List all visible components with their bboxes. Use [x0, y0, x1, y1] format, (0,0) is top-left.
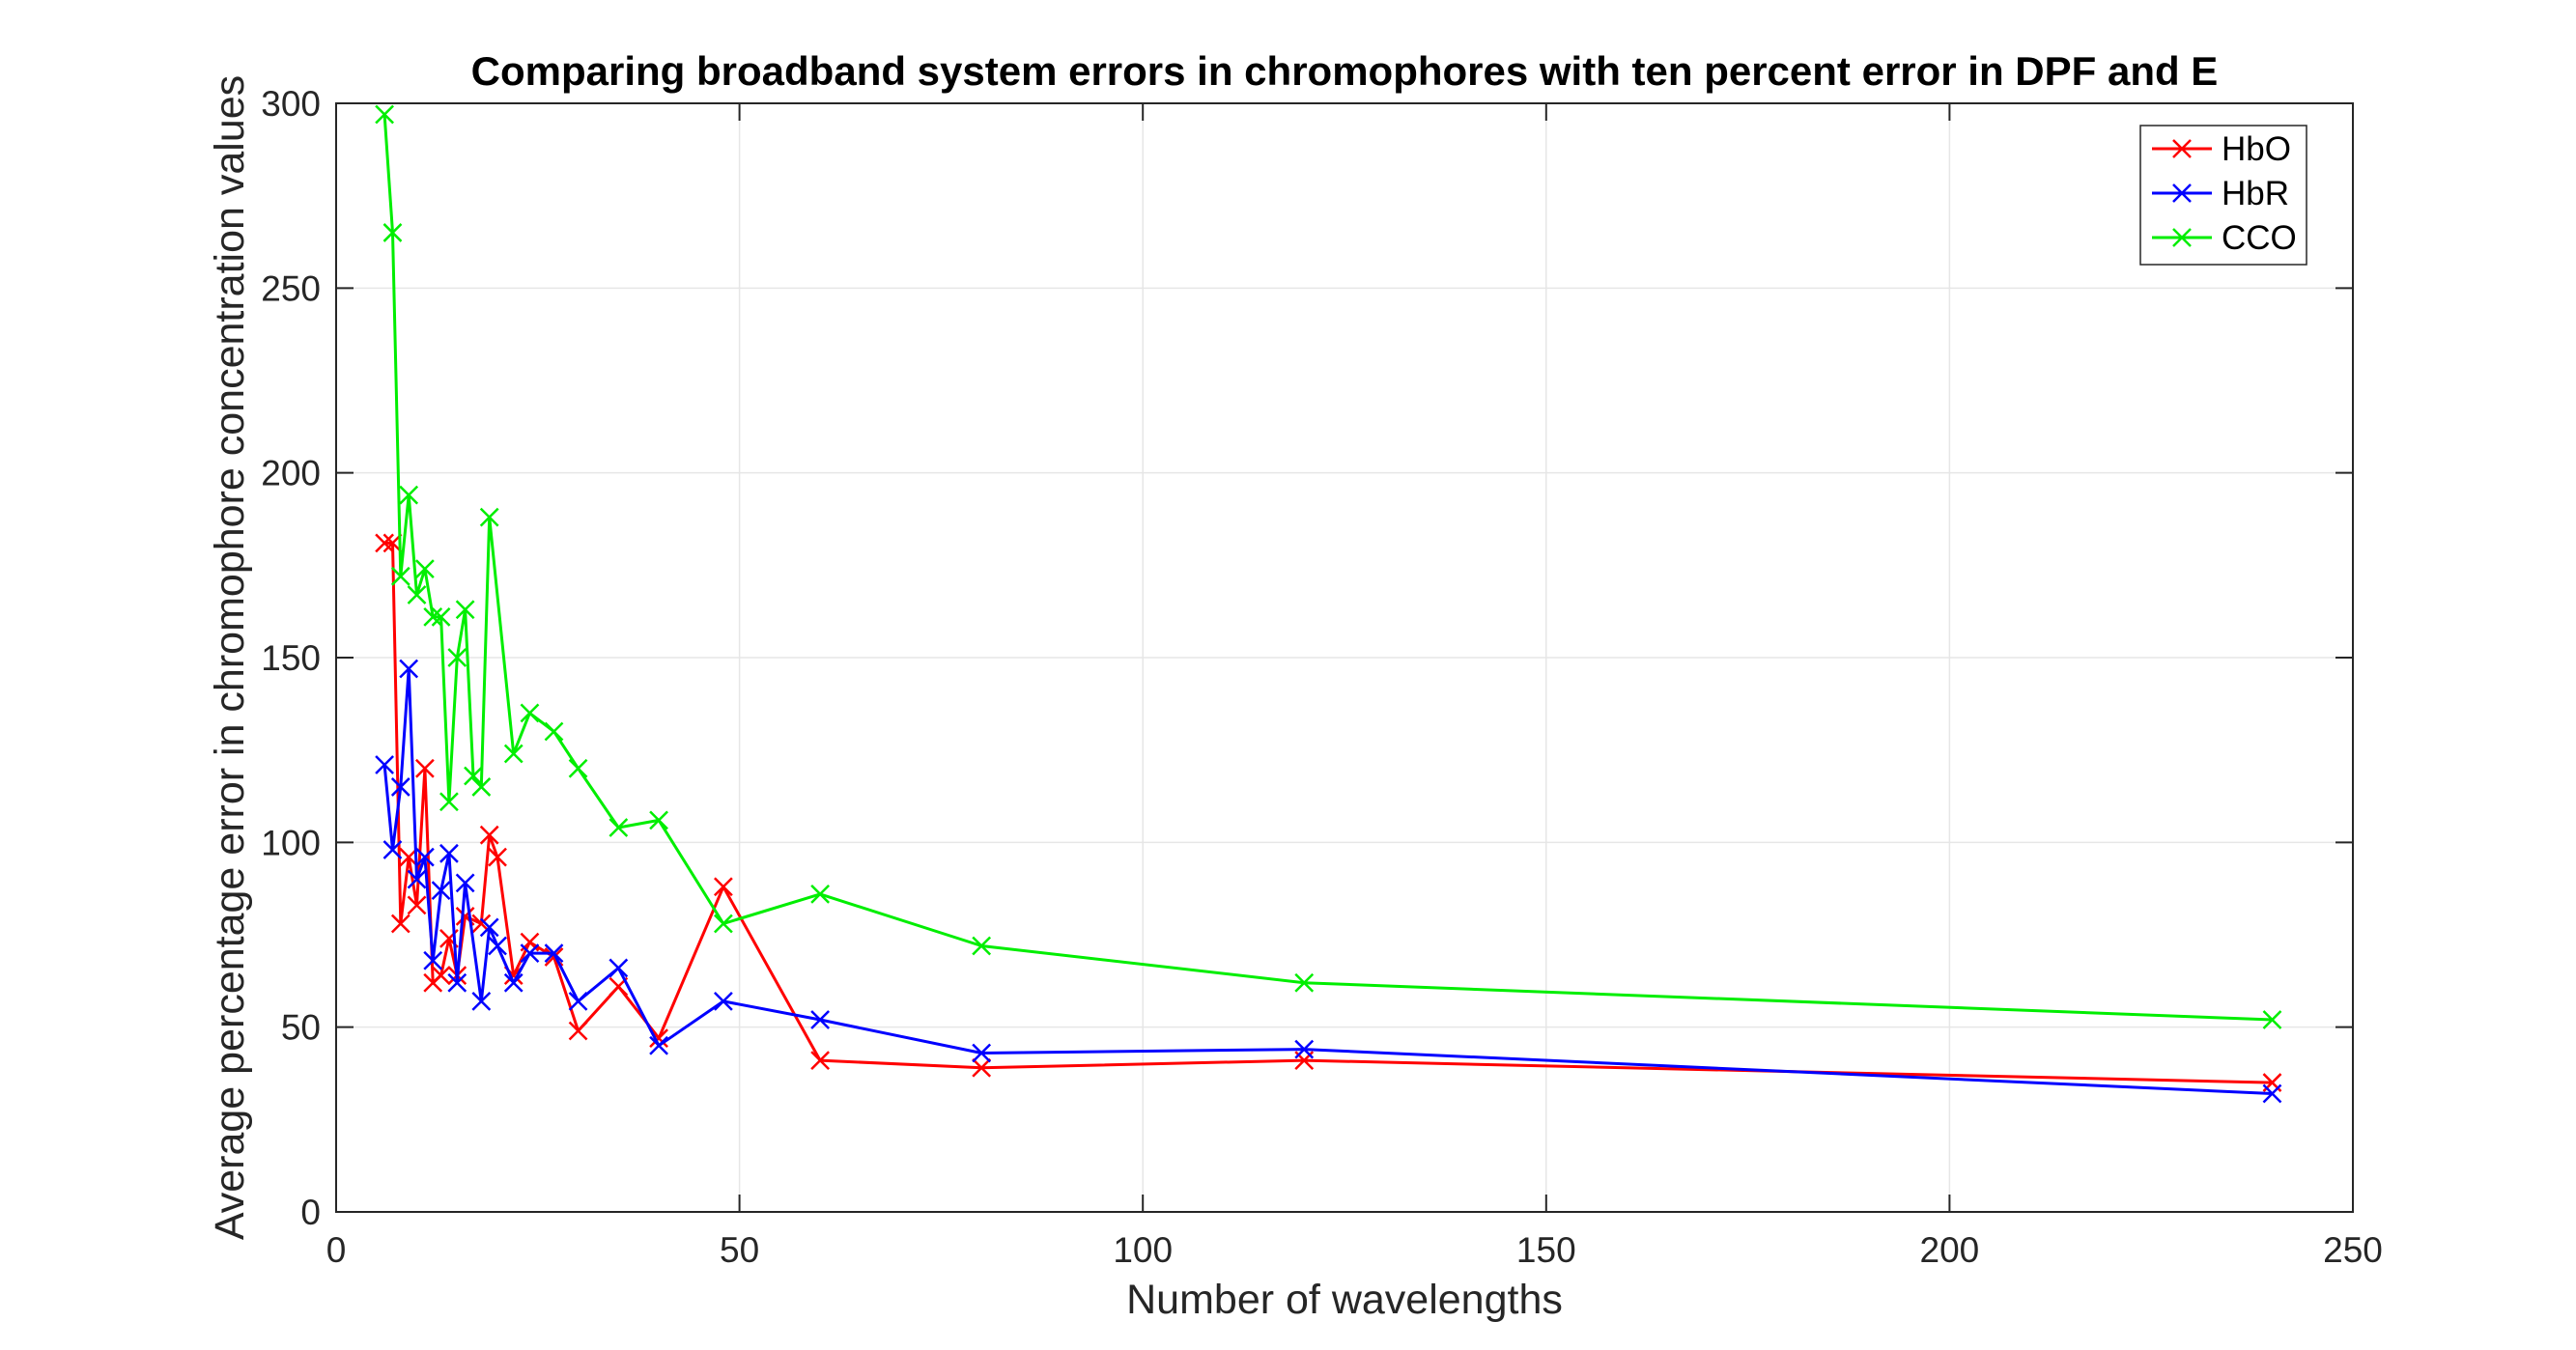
data-point-hbr	[414, 847, 435, 867]
y-tick-label: 100	[261, 823, 321, 862]
y-axis-label: Average percentage error in chromophore …	[207, 75, 253, 1240]
data-point-cco	[382, 223, 403, 242]
x-tick-label: 150	[1516, 1230, 1576, 1270]
data-point-hbr	[609, 958, 629, 978]
legend-marker-cco	[2172, 228, 2192, 247]
data-point-cco	[520, 703, 540, 723]
data-point-hbo	[972, 1057, 992, 1078]
data-point-hbr	[382, 840, 403, 859]
legend-item-hbr: HbR	[2152, 175, 2289, 212]
data-point-hbr	[649, 1035, 668, 1055]
data-point-cco	[609, 818, 629, 837]
data-point-cco	[423, 607, 443, 627]
data-point-cco	[503, 744, 524, 764]
data-point-hbr	[520, 943, 540, 964]
legend-marker-hbr	[2172, 183, 2192, 203]
data-point-hbr	[399, 659, 419, 679]
data-point-hbr	[431, 881, 451, 900]
data-point-hbr	[447, 972, 467, 993]
x-axis-label: Number of wavelengths	[1126, 1277, 1563, 1323]
y-tick-label: 150	[261, 638, 321, 678]
data-point-hbr	[471, 991, 492, 1011]
data-point-hbo	[479, 825, 499, 845]
data-point-cco	[471, 777, 492, 797]
data-point-hbo	[407, 895, 427, 915]
legend-label-hbo: HbO	[2222, 130, 2291, 168]
legend: HbO HbR CCO	[2139, 125, 2307, 266]
data-point-hbr	[423, 950, 443, 970]
data-point-hbo	[810, 1051, 831, 1070]
data-point-hbr	[2262, 1083, 2282, 1104]
data-point-hbr	[810, 1010, 831, 1029]
data-point-hbr	[390, 777, 410, 797]
y-tick-label: 250	[261, 268, 321, 308]
data-point-cco	[1294, 972, 1315, 993]
data-point-cco	[972, 936, 992, 956]
data-point-cco	[568, 758, 588, 778]
data-point-cco	[375, 104, 394, 125]
data-point-hbo	[568, 1021, 588, 1041]
data-point-hbo	[431, 966, 451, 985]
data-point-hbr	[439, 843, 459, 863]
axis-ticks: 0 50 100 150 200 250 0 50 100 150 200 250 300	[261, 84, 2383, 1270]
data-point-cco	[399, 485, 419, 505]
data-point-cco	[714, 914, 733, 934]
data-point-hbo	[414, 758, 435, 778]
data-point-hbr	[1294, 1039, 1315, 1059]
x-tick-label: 200	[1920, 1230, 1980, 1270]
data-point-cco	[464, 766, 483, 786]
data-point-cco	[479, 507, 499, 527]
data-point-cco	[649, 810, 668, 830]
legend-item-hbo: HbO	[2152, 130, 2291, 168]
y-tick-label: 0	[300, 1193, 321, 1232]
data-point-cco	[439, 792, 459, 812]
x-tick-label: 0	[326, 1230, 347, 1270]
y-tick-label: 300	[261, 84, 321, 124]
data-point-hbr	[455, 873, 475, 893]
x-tick-label: 250	[2323, 1230, 2383, 1270]
series-layer	[375, 104, 2282, 1104]
y-tick-label: 50	[281, 1008, 321, 1048]
data-point-hbo	[714, 877, 733, 897]
data-point-cco	[2262, 1010, 2282, 1029]
y-tick-label: 200	[261, 454, 321, 493]
data-point-hbo	[390, 914, 410, 934]
chart-title: Comparing broadband system errors in chr…	[471, 48, 2219, 94]
data-point-hbr	[544, 943, 564, 964]
data-point-cco	[407, 585, 427, 605]
data-point-hbr	[568, 991, 588, 1011]
data-point-hbr	[488, 936, 507, 956]
x-tick-label: 50	[720, 1230, 759, 1270]
x-tick-label: 100	[1113, 1230, 1173, 1270]
legend-item-cco: CCO	[2152, 219, 2297, 257]
series-hbr	[375, 659, 2282, 1104]
data-point-cco	[414, 559, 435, 579]
data-point-hbr	[407, 869, 427, 889]
data-point-hbo	[375, 533, 394, 553]
data-point-hbr	[479, 917, 499, 938]
data-point-cco	[390, 566, 410, 586]
data-point-cco	[455, 600, 475, 620]
data-point-cco	[447, 648, 467, 667]
data-point-hbr	[714, 991, 733, 1011]
data-point-cco	[810, 885, 831, 904]
data-point-hbr	[503, 972, 524, 993]
data-point-hbr	[375, 755, 394, 774]
data-point-hbr	[972, 1043, 992, 1063]
data-point-hbo	[488, 847, 507, 867]
legend-label-hbr: HbR	[2222, 175, 2289, 212]
data-point-cco	[544, 721, 564, 742]
legend-label-cco: CCO	[2222, 219, 2297, 257]
data-point-cco	[431, 607, 451, 627]
legend-marker-hbo	[2172, 139, 2192, 158]
series-cco	[375, 104, 2282, 1029]
